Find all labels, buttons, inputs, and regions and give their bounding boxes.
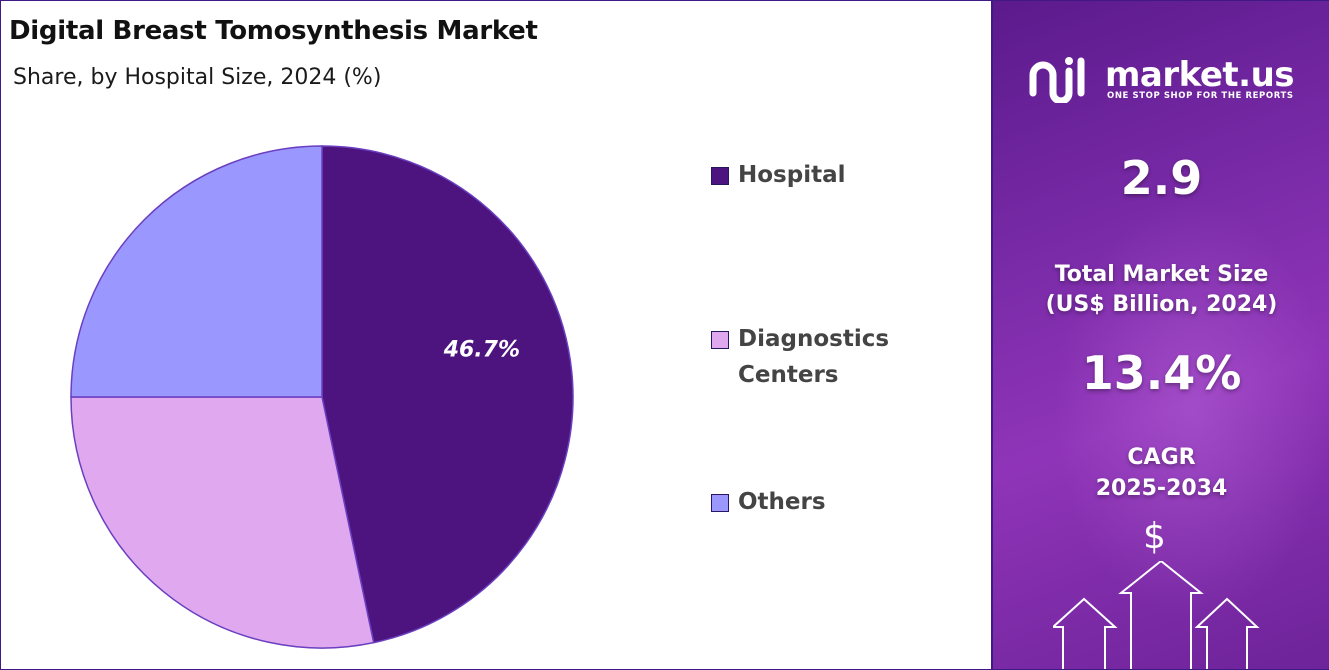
pie-chart: 46.7% [70,145,574,649]
stats-sidebar: market.us ONE STOP SHOP FOR THE REPORTS … [991,1,1329,669]
dollar-sign-icon: $ [1143,516,1166,557]
brand-tagline: ONE STOP SHOP FOR THE REPORTS [1107,91,1294,101]
pie-slice-others [70,145,323,398]
legend-label-others: Others [738,489,826,515]
legend-swatch-others [711,494,729,512]
background-glow [1053,201,1329,621]
legend-label-diagnostics-centers: Diagnostics Centers [738,326,890,388]
market-size-value: 2.9 [1120,151,1203,205]
chart-subtitle: Share, by Hospital Size, 2024 (%) [13,65,382,90]
legend-label-hospital: Hospital [738,162,846,188]
legend-swatch-diagnostics-centers [711,331,729,349]
data-label-hospital: 46.7% [443,338,520,363]
cagr-label-line1: CAGR [1127,445,1196,470]
legend-swatch-hospital [711,167,729,185]
pie-slice-diagnostics-centers [70,396,375,649]
chart-title: Digital Breast Tomosynthesis Market [9,16,538,46]
chart-panel: Digital Breast Tomosynthesis Market Shar… [1,1,991,669]
legend-item-others: Others [711,488,971,520]
legend-item-diagnostics-centers: Diagnostics Centers [711,325,971,393]
growth-arrows-icon [1053,561,1260,669]
logo-mark-icon [1029,57,1085,105]
brand-name: market.us [1105,55,1295,95]
market-size-label-line1: Total Market Size [1054,262,1269,287]
legend-item-hospital: Hospital [711,161,971,193]
cagr-label-line2: 2025-2034 [1095,476,1228,501]
market-size-label-line2: (US$ Billion, 2024) [1045,292,1278,317]
pie-slice-hospital [321,145,574,644]
cagr-value: 13.4% [1081,346,1242,400]
market-us-logo: market.us ONE STOP SHOP FOR THE REPORTS [1029,53,1309,113]
